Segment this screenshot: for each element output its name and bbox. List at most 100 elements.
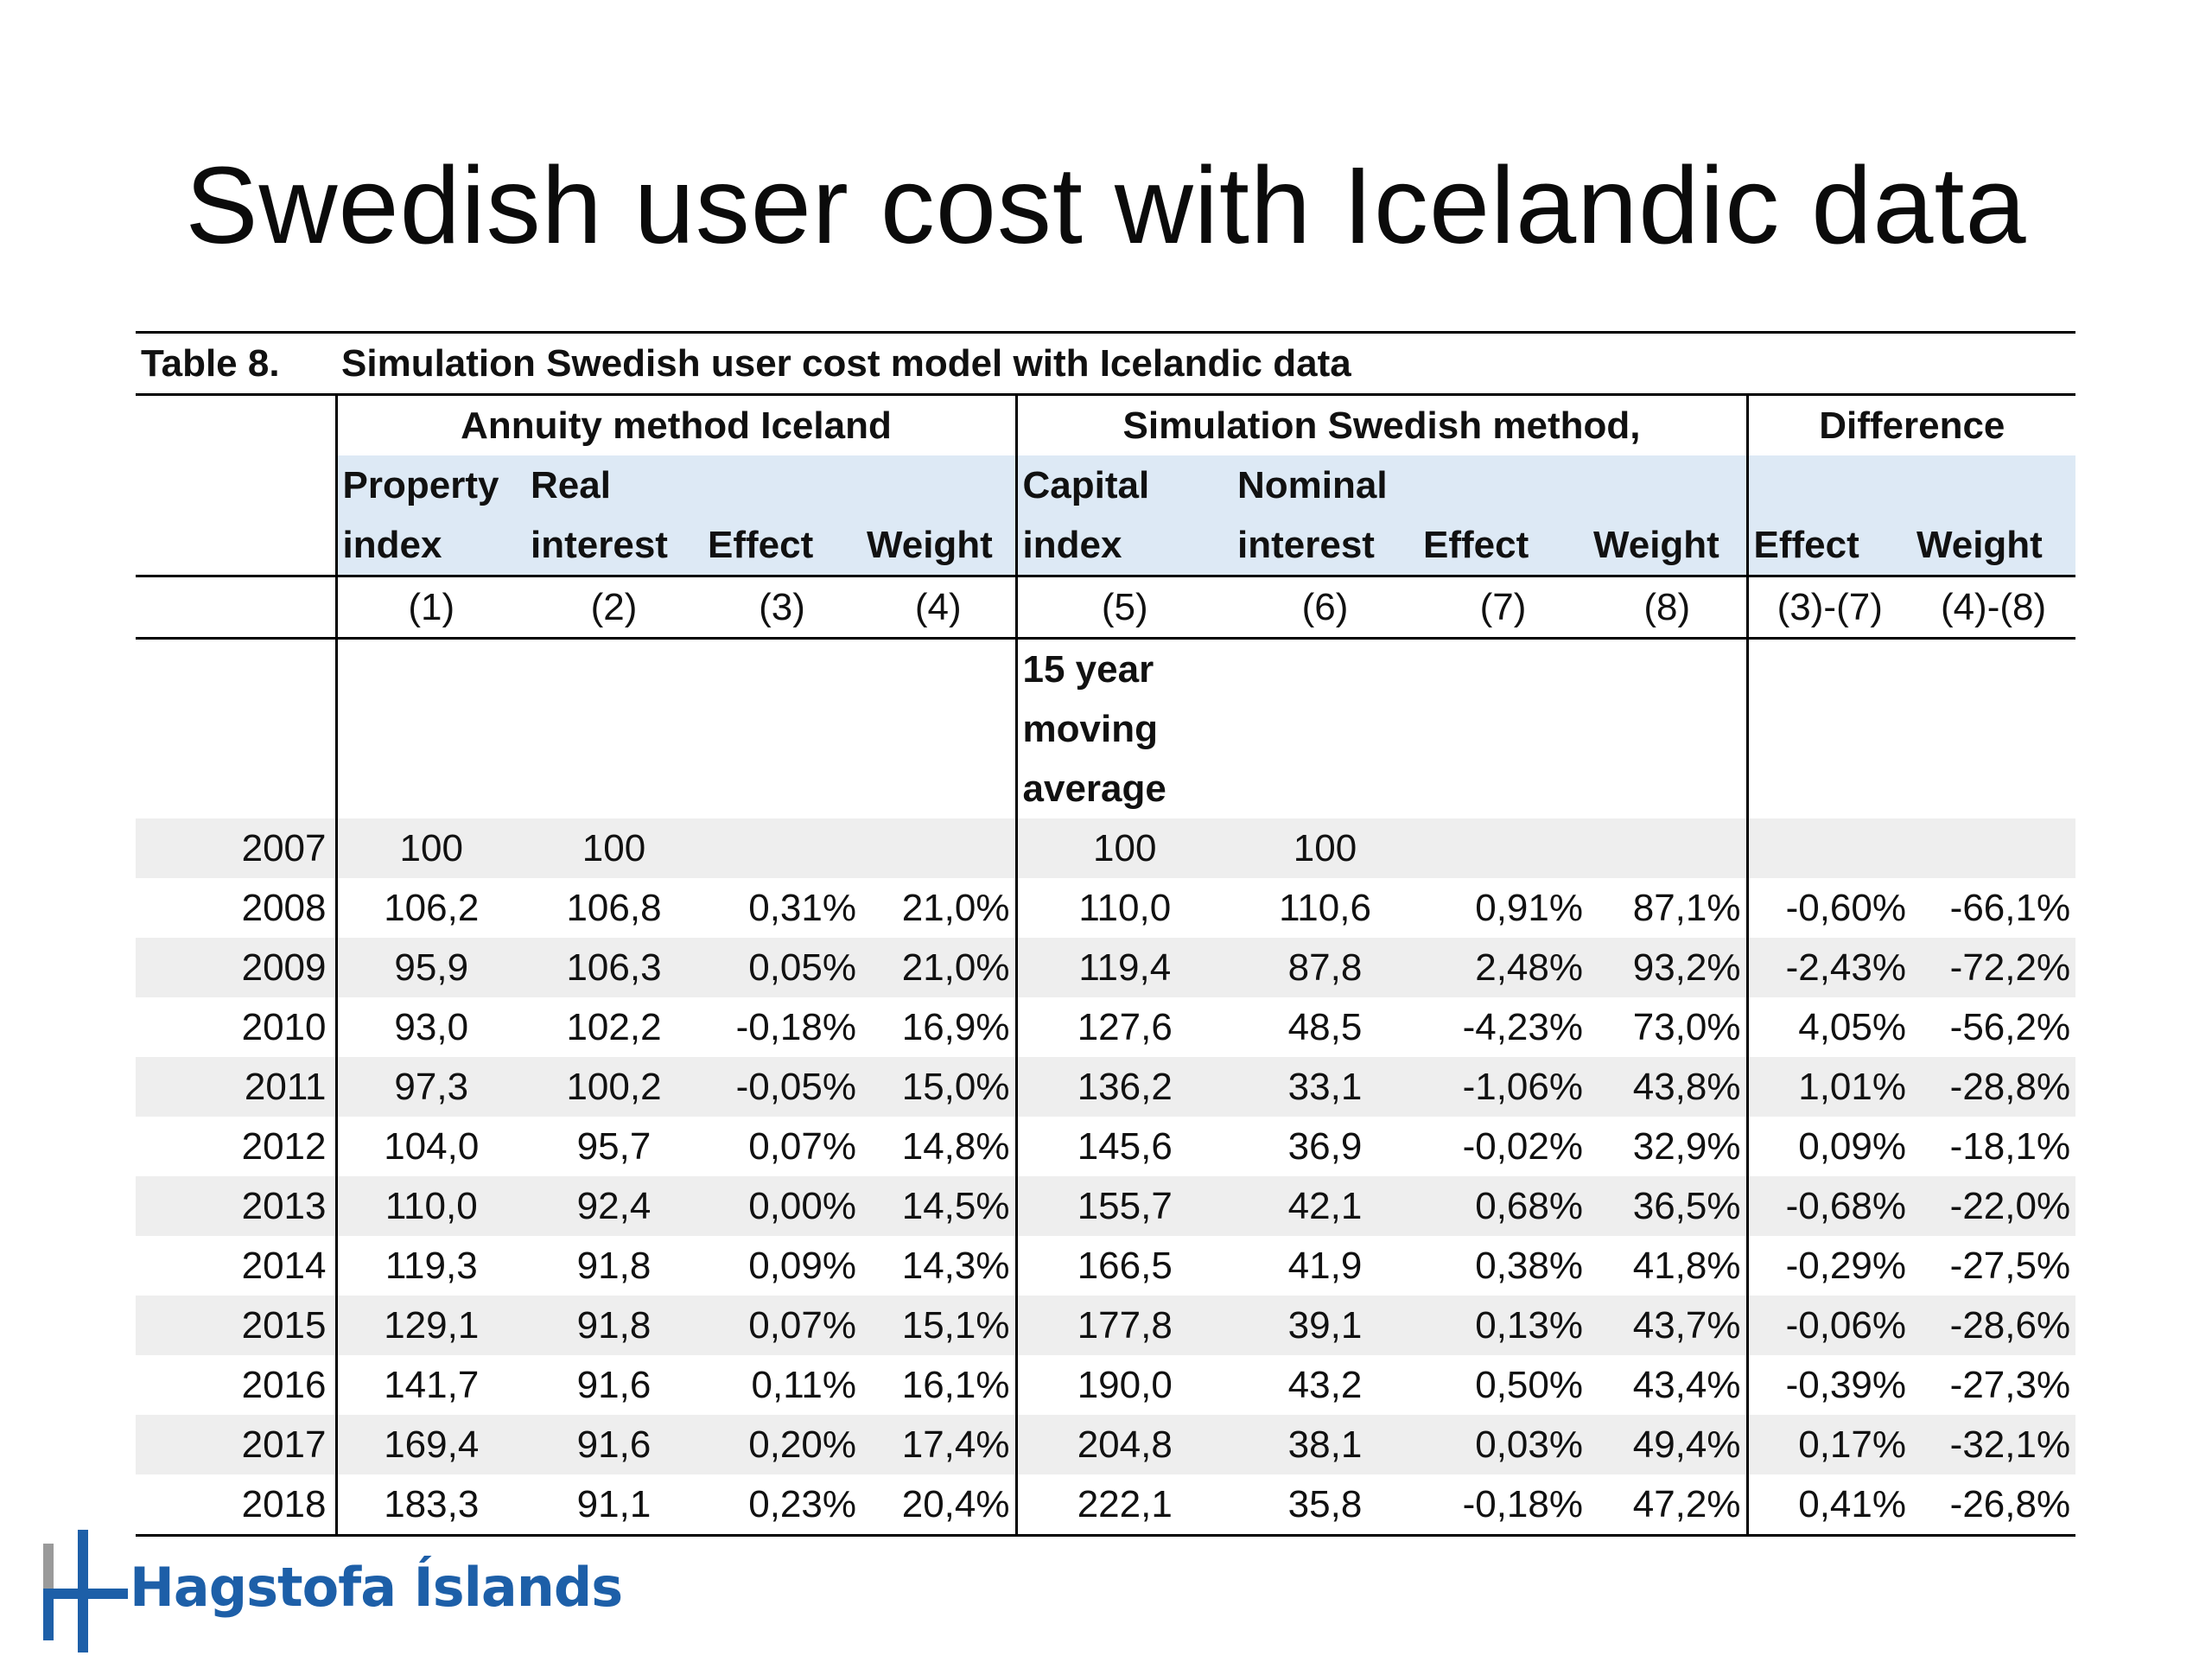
blank-cell	[334, 638, 525, 818]
table-cell: 100	[1014, 818, 1232, 878]
table-cell: -28,8%	[1911, 1057, 2076, 1117]
column-header-line: index	[342, 524, 442, 566]
table-cell: -2,43%	[1745, 938, 1911, 997]
table-cell: 14,5%	[861, 1176, 1016, 1236]
table-cell: 104,0	[334, 1117, 525, 1176]
table-cell: 0,07%	[702, 1296, 861, 1355]
table-cell: 141,7	[334, 1355, 525, 1415]
table-cell: 0,31%	[748, 886, 856, 929]
column-header-line: Capital	[1022, 464, 1150, 506]
table-cell: 21,0%	[901, 886, 1010, 929]
year-cell: 2015	[136, 1296, 336, 1355]
blank-cell	[1588, 639, 1747, 819]
table-cell: -27,5%	[1949, 1244, 2071, 1287]
table-cell: 106,2	[334, 878, 525, 938]
moving-average-note: 15 year moving average	[1014, 638, 1232, 818]
table-row: 2015 129,1 91,8 0,07% 15,1% 177,8 39,1 0,13% 43,…	[136, 1296, 2076, 1355]
column-number: (7)	[1418, 576, 1588, 640]
table-caption-row: Table 8. Simulation Swedish user cost mo…	[136, 331, 2076, 396]
column-number: (1)	[334, 576, 525, 640]
table-cell: 15,0%	[861, 1057, 1016, 1117]
table-cell: -4,23%	[1462, 1005, 1583, 1048]
table-cell: 106,3	[525, 938, 702, 997]
table-row: 2013 110,0 92,4 0,00% 14,5% 155,7 42,1 0,68% 36,…	[136, 1176, 2076, 1236]
table-cell: 0,05%	[702, 938, 861, 997]
table-row: 2010 93,0 102,2 -0,18% 16,9% 127,6 48,5 -4,23% 7…	[136, 997, 2075, 1057]
table-cell: 190,0	[1014, 1355, 1232, 1415]
table-cell: 41,9	[1287, 1244, 1363, 1287]
logo-text: Hagstofa Íslands	[130, 1556, 623, 1619]
table-cell: 20,4%	[861, 1474, 1016, 1537]
data-table: Table 8. Simulation Swedish user cost mo…	[136, 331, 2076, 1537]
column-header-line: Property	[342, 464, 499, 506]
table-cell: 43,4%	[1632, 1363, 1741, 1406]
table-cell: 222,1	[1014, 1474, 1232, 1537]
year-cell: 2012	[241, 1124, 327, 1168]
table-cell: 0,50%	[1475, 1363, 1583, 1406]
column-header-line: Nominal	[1237, 464, 1388, 506]
column-header: Effect	[1745, 455, 1911, 577]
logo-mark-icon	[43, 1530, 128, 1652]
table-cell: -0,18%	[1418, 1474, 1588, 1537]
table-cell: 87,1%	[1632, 886, 1741, 929]
table-cell: 100,2	[525, 1057, 702, 1117]
column-header-line	[1916, 455, 2070, 515]
table-row: 2014 119,3 91,8 0,09% 14,3% 166,5 41,9 0,38% 41,…	[136, 1236, 2075, 1296]
table-cell: 4,05%	[1745, 997, 1911, 1057]
table-cell: 129,1	[334, 1296, 525, 1355]
blank-cell	[525, 639, 702, 819]
table-cell: -72,2%	[1911, 938, 2076, 997]
column-number: (5)	[1014, 576, 1232, 640]
slide-title: Swedish user cost with Icelandic data	[185, 144, 2027, 266]
column-number: (3)-(7)	[1745, 576, 1911, 640]
table-cell: 0,09%	[748, 1244, 856, 1287]
table-cell: 91,1	[525, 1474, 702, 1537]
table-cell: 0,23%	[702, 1474, 861, 1537]
table-cell: 91,8	[576, 1244, 652, 1287]
table-cell: 0,03%	[1418, 1415, 1588, 1474]
table-row: 2016 141,7 91,6 0,11% 16,1% 190,0 43,2 0,50% 43,…	[136, 1355, 2075, 1415]
group-swedish-method: Simulation Swedish method,	[1014, 394, 1747, 455]
table-cell: 136,2	[1014, 1057, 1232, 1117]
blank-cell	[702, 639, 861, 819]
table-cell: 177,8	[1014, 1296, 1232, 1355]
column-header-line	[708, 455, 856, 515]
note-line: 15 year	[1022, 648, 1154, 691]
table-cell: -0,60%	[1745, 878, 1911, 938]
table-row: 2009 95,9 106,3 0,05% 21,0% 119,4 87,8 2,48% 93,…	[136, 938, 2076, 997]
table-row: 2008 106,2 106,8 0,31% 21,0% 110,0 110,6 0,91% 8…	[136, 878, 2075, 938]
table-cell: 0,09%	[1745, 1117, 1911, 1176]
table-cell: 91,8	[525, 1296, 702, 1355]
table-cell: 119,4	[1014, 938, 1232, 997]
table-cell: 97,3	[334, 1057, 525, 1117]
table-cell: 1,01%	[1745, 1057, 1911, 1117]
table-cell: 0,13%	[1418, 1296, 1588, 1355]
table-cell: 17,4%	[861, 1415, 1016, 1474]
table-cell: 43,8%	[1588, 1057, 1747, 1117]
table-cell: -32,1%	[1911, 1415, 2076, 1474]
group-header-row: Annuity method Iceland Simulation Swedis…	[136, 394, 2076, 455]
column-header: Weight	[1588, 455, 1747, 577]
note-line: moving	[1022, 708, 1158, 750]
column-number: (2)	[525, 576, 702, 640]
column-header-line: interest	[531, 524, 668, 566]
column-header-line	[1754, 455, 1907, 515]
table-cell: -0,18%	[735, 1005, 856, 1048]
column-header-row: Property index Real interest Effect Weight C…	[136, 455, 2076, 577]
table-caption: Simulation Swedish user cost model with …	[336, 331, 2076, 396]
table-cell	[1418, 818, 1588, 878]
year-cell: 2013	[136, 1176, 336, 1236]
table-cell: 93,2%	[1588, 938, 1747, 997]
table-cell: 110,0	[1014, 878, 1232, 938]
column-number: (4)	[861, 576, 1016, 640]
table-cell: 73,0%	[1632, 1005, 1741, 1048]
column-header: Nominal interest	[1232, 455, 1418, 577]
blank-cell	[1911, 639, 2075, 819]
table-cell: 48,5	[1287, 1005, 1363, 1048]
table-cell: 102,2	[566, 1005, 662, 1048]
table-cell: 39,1	[1232, 1296, 1418, 1355]
table-cell: 36,9	[1287, 1124, 1363, 1168]
table-cell: 0,11%	[751, 1363, 857, 1406]
column-header: Capital index	[1014, 455, 1232, 577]
year-cell: 2011	[136, 1057, 336, 1117]
